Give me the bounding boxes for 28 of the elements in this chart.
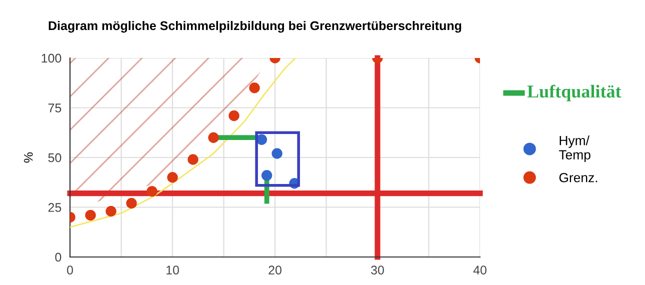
point — [261, 170, 272, 181]
x-tick-label: 10 — [166, 266, 179, 275]
point — [208, 132, 219, 143]
point — [188, 154, 198, 165]
x-tick-label: 20 — [268, 266, 282, 275]
y-axis-title: % — [24, 152, 33, 163]
y-tick-label: 50 — [48, 153, 62, 162]
chart-title: Diagram mögliche Schimmelpilzbildung bei Grenzwertüberschreitung — [48, 20, 462, 33]
legend-label: Grenz. — [559, 172, 598, 182]
x-tick-label: 0 — [67, 266, 73, 275]
point — [146, 186, 158, 197]
y-tick-label: 75 — [48, 104, 62, 112]
x-tick-label: 40 — [473, 266, 486, 275]
point — [272, 148, 282, 159]
legend-label: Luftqualität — [527, 84, 622, 102]
y-tick-label: 25 — [48, 203, 62, 212]
x-tick-label: 30 — [371, 266, 384, 275]
point — [228, 110, 240, 122]
point — [167, 172, 178, 183]
line-series — [70, 58, 296, 228]
point — [85, 210, 96, 221]
y-tick-label: 0 — [55, 252, 62, 262]
point — [126, 198, 137, 209]
y-tick-label: 100 — [42, 54, 62, 63]
point — [256, 134, 268, 145]
point — [249, 82, 260, 94]
legend-label: Hym/ Temp — [558, 136, 590, 162]
point — [106, 206, 116, 217]
